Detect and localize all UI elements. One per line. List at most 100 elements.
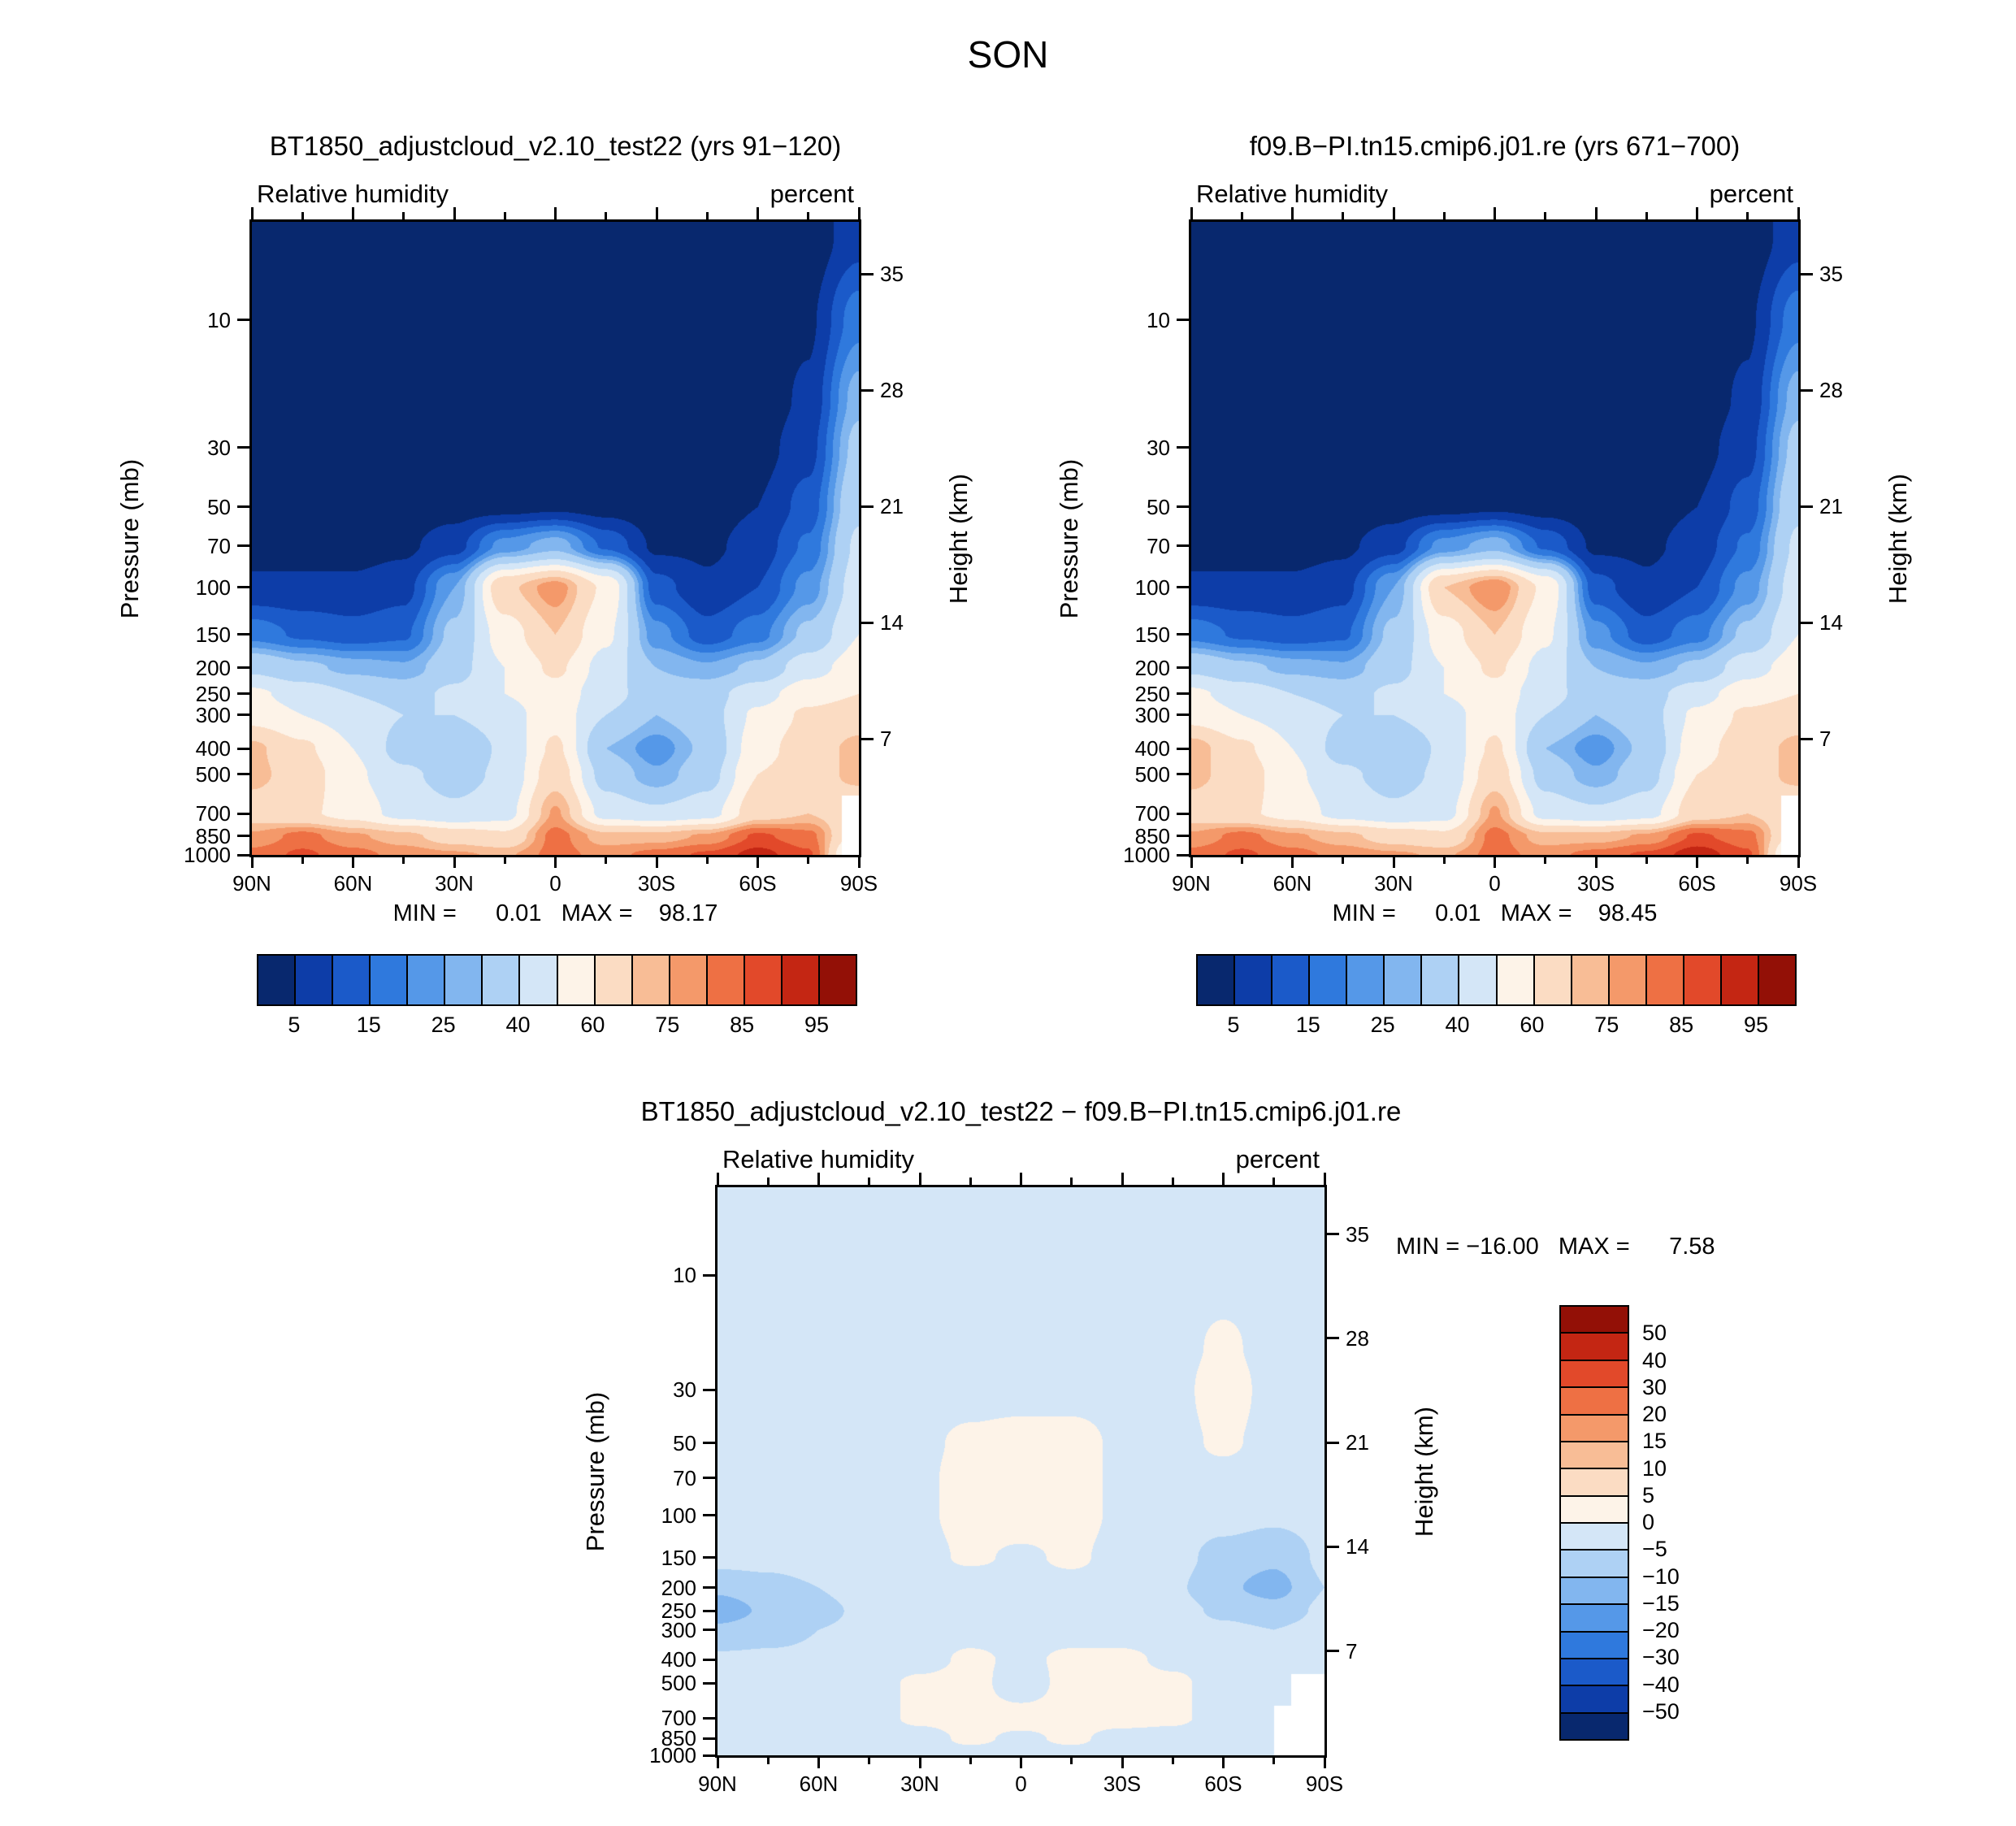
axis-tick <box>237 853 249 857</box>
colorbar-cell <box>1561 1334 1628 1361</box>
axis-tick <box>703 1716 715 1720</box>
height-tick-label: 21 <box>880 494 904 519</box>
panel2-colorbar <box>1196 954 1797 1006</box>
axis-tick <box>1121 1173 1124 1185</box>
axis-tick <box>1177 692 1189 696</box>
panel3-pressure-axis-title: Pressure (mb) <box>581 1391 609 1551</box>
lat-tick-label: 0 <box>1489 871 1501 896</box>
axis-tick <box>554 207 557 219</box>
lat-tick-label: 90N <box>232 871 271 896</box>
axis-tick <box>1190 857 1193 868</box>
colorbar-tick-label: 60 <box>1520 1013 1545 1037</box>
axis-tick <box>237 835 249 838</box>
axis-tick <box>868 1178 871 1185</box>
pressure-tick-label: 850 <box>1134 823 1170 848</box>
axis-tick <box>1442 857 1446 864</box>
axis-tick <box>857 857 861 868</box>
colorbar-tick-label: 25 <box>431 1013 456 1037</box>
pressure-tick-label: 300 <box>195 702 231 727</box>
axis-tick <box>716 1173 719 1185</box>
panel3-height-axis-title: Height (km) <box>1410 1406 1438 1537</box>
axis-tick <box>757 857 759 868</box>
colorbar-cell <box>1422 956 1460 1004</box>
colorbar-tick-label: 15 <box>356 1013 381 1037</box>
colorbar-cell <box>670 956 708 1004</box>
axis-tick <box>861 621 874 624</box>
pressure-tick-label: 250 <box>661 1598 696 1624</box>
axis-tick <box>1070 1178 1073 1185</box>
panel1-colorbar <box>257 954 857 1006</box>
page-title: SON <box>967 33 1049 76</box>
panel2-field-label: Relative humidity <box>1196 180 1389 208</box>
axis-tick <box>807 212 810 219</box>
colorbar-cell <box>1561 1713 1628 1739</box>
axis-tick <box>237 633 249 636</box>
panel3-minmax-stats: MIN = −16.00 MAX = 7.58 <box>1396 1234 1715 1260</box>
axis-tick <box>1291 857 1294 868</box>
axis-tick <box>1171 1758 1174 1764</box>
panel2-title: f09.B−PI.tn15.cmip6.j01.re (yrs 671−700) <box>1249 131 1741 161</box>
axis-tick <box>861 272 874 275</box>
axis-tick <box>817 1173 820 1185</box>
panel1-plot-frame <box>249 219 861 857</box>
axis-tick <box>703 1609 715 1612</box>
axis-tick <box>1177 853 1189 857</box>
height-tick-label: 28 <box>1346 1325 1369 1351</box>
colorbar-tick-label: −30 <box>1642 1645 1680 1670</box>
colorbar-cell <box>1198 956 1236 1004</box>
colorbar-tick-label: 10 <box>1642 1455 1667 1481</box>
lat-tick-label: 30S <box>637 871 676 896</box>
colorbar-tick-label: −5 <box>1642 1537 1667 1562</box>
panel1-height-axis-title: Height (km) <box>944 473 973 604</box>
axis-tick <box>1177 319 1189 322</box>
axis-tick <box>1240 212 1243 219</box>
axis-tick <box>1177 666 1189 670</box>
colorbar-tick-label: 95 <box>804 1013 830 1037</box>
axis-tick <box>1222 1758 1225 1768</box>
axis-tick <box>1190 207 1193 219</box>
axis-tick <box>1544 857 1547 864</box>
panel1-field-label: Relative humidity <box>257 180 449 208</box>
colorbar-cell <box>1561 1524 1628 1551</box>
pressure-tick-label: 200 <box>1134 655 1170 680</box>
pressure-tick-label: 1000 <box>1123 843 1170 867</box>
panel3-field-label: Relative humidity <box>722 1145 915 1173</box>
colorbar-cell <box>483 956 521 1004</box>
colorbar-cell <box>707 956 745 1004</box>
axis-tick <box>817 1758 820 1768</box>
pressure-tick-label: 850 <box>661 1726 696 1751</box>
colorbar-cell <box>557 956 596 1004</box>
height-tick-label: 14 <box>1819 610 1843 635</box>
colorbar-cell <box>1758 956 1795 1004</box>
axis-tick <box>1222 1173 1225 1185</box>
colorbar-tick-label: 5 <box>288 1013 301 1037</box>
panel1-title: BT1850_adjustcloud_v2.10_test22 (yrs 91−… <box>269 131 842 161</box>
height-tick-label: 28 <box>1819 378 1843 403</box>
height-tick-label: 35 <box>1819 262 1843 287</box>
panel3-title: BT1850_adjustcloud_v2.10_test22 − f09.B−… <box>640 1096 1402 1126</box>
pressure-tick-label: 100 <box>195 575 231 600</box>
colorbar-cell <box>1235 956 1273 1004</box>
axis-tick <box>1327 1233 1339 1236</box>
axis-tick <box>237 544 249 548</box>
axis-tick <box>605 212 608 219</box>
axis-tick <box>1594 857 1598 868</box>
axis-tick <box>1797 857 1800 868</box>
axis-tick <box>1291 207 1294 219</box>
axis-tick <box>554 857 557 868</box>
axis-tick <box>861 737 874 740</box>
lat-tick-label: 60S <box>1678 871 1716 896</box>
axis-tick <box>1177 773 1189 776</box>
pressure-tick-label: 500 <box>1134 761 1170 787</box>
axis-tick <box>1801 388 1813 392</box>
axis-tick <box>1177 633 1189 636</box>
colorbar-cell <box>1534 956 1572 1004</box>
axis-tick <box>1177 747 1189 750</box>
colorbar-cell <box>632 956 670 1004</box>
axis-tick <box>861 388 874 392</box>
colorbar-cell <box>1385 956 1423 1004</box>
colorbar-tick-label: 85 <box>1669 1013 1694 1037</box>
colorbar-cell <box>1310 956 1348 1004</box>
colorbar-tick-label: −20 <box>1642 1618 1680 1642</box>
panel1-units-label: percent <box>770 180 854 208</box>
